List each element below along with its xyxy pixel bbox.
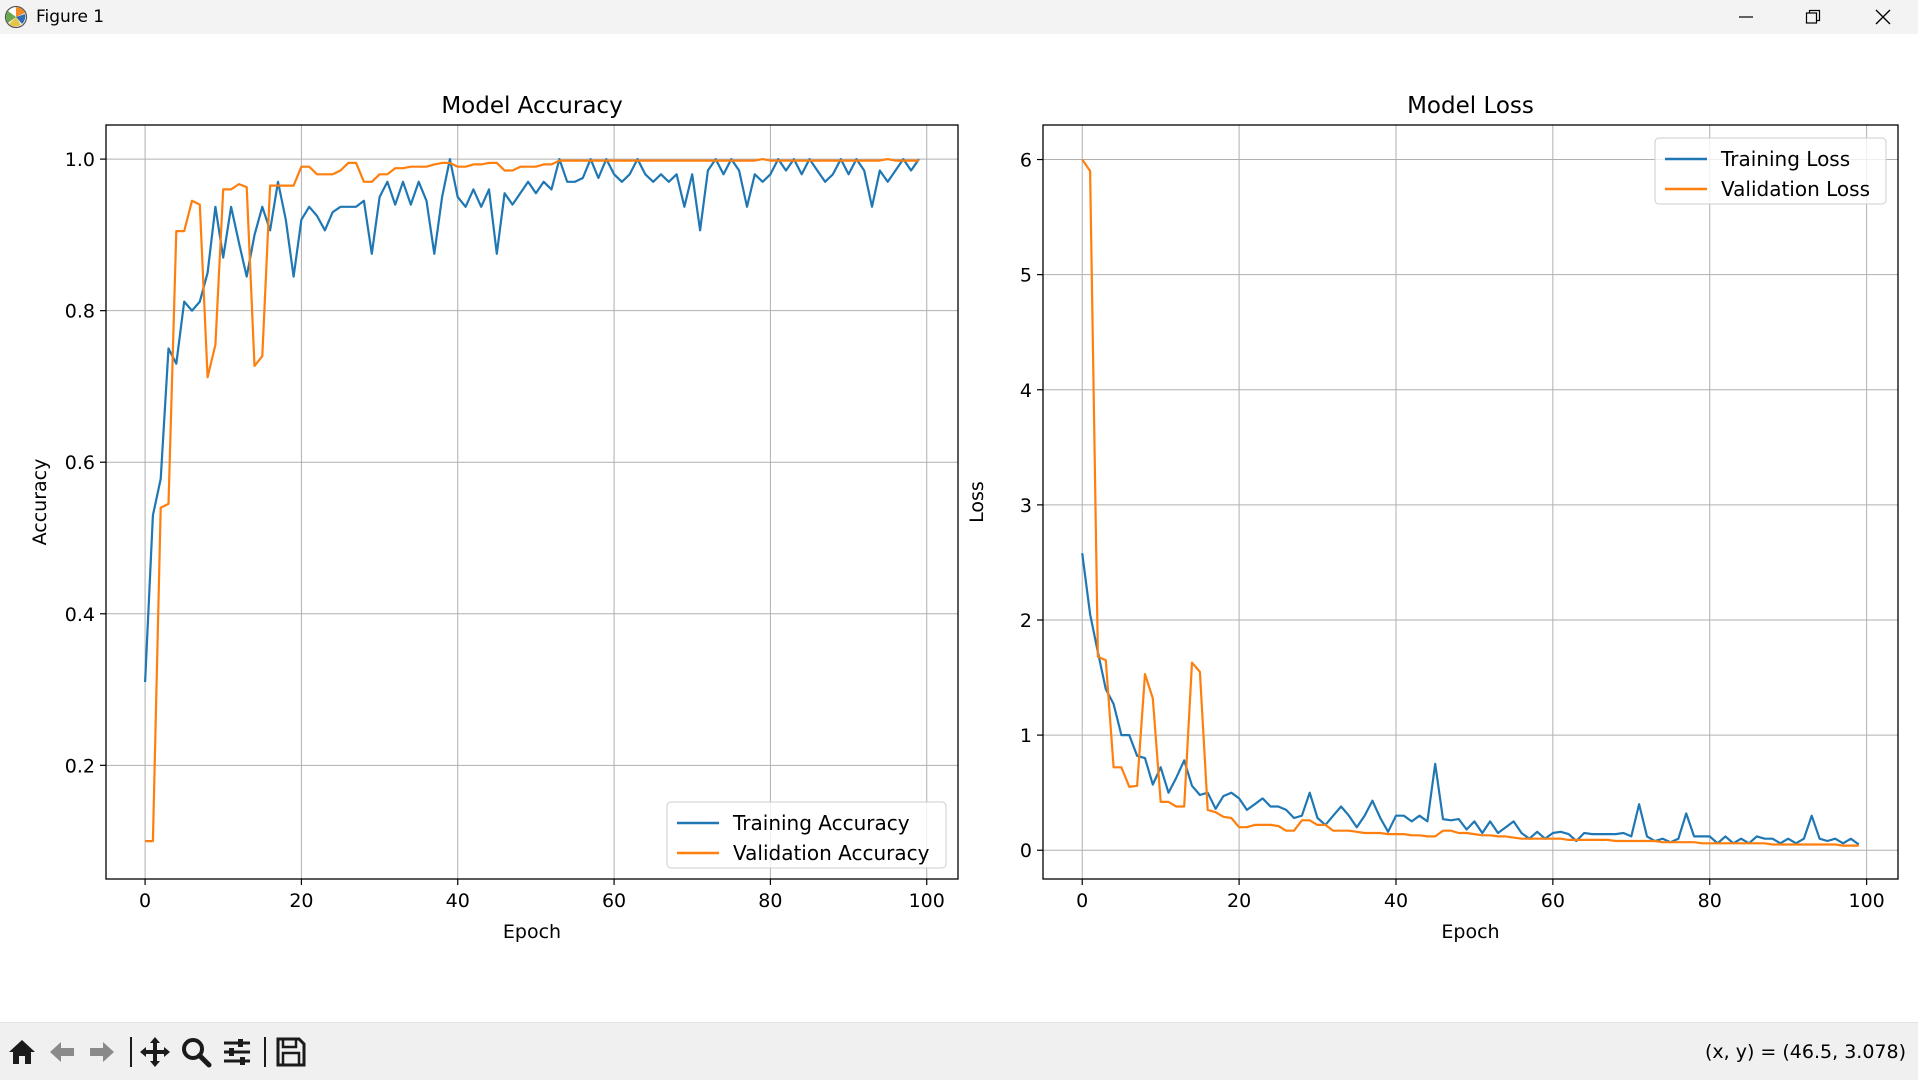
toolbar-separator: [130, 1037, 132, 1067]
legend-frame: [1654, 137, 1887, 205]
restore-icon: [1805, 9, 1821, 24]
home-button[interactable]: [4, 1034, 40, 1070]
chart-title: Model Accuracy: [441, 93, 622, 119]
x-tick-label: 80: [758, 890, 782, 912]
series-line-training: [144, 157, 920, 683]
y-tick-label: 1.0: [65, 149, 95, 171]
minimize-icon: [1739, 16, 1753, 18]
y-axis-label: Loss: [966, 481, 988, 523]
x-tick-label: 40: [446, 890, 470, 912]
forward-arrow-icon: [90, 1042, 114, 1062]
y-tick-label: 0.8: [65, 301, 95, 323]
navigation-toolbar: (x, y) = (46.5, 3.078): [0, 1022, 1918, 1080]
cursor-coordinates: (x, y) = (46.5, 3.078): [1705, 1041, 1906, 1063]
axes-frame: [1042, 124, 1899, 880]
zoom-magnifier-icon: [182, 1038, 212, 1068]
y-tick-label: 4: [1020, 380, 1032, 402]
y-tick-label: 2: [1020, 610, 1032, 632]
configure-subplots-icon: [224, 1039, 250, 1065]
legend-label-validation: Validation Loss: [1721, 177, 1870, 201]
back-arrow-icon: [50, 1042, 74, 1062]
close-icon: [1875, 9, 1891, 25]
y-tick-label: 0.6: [65, 452, 95, 474]
x-axis-label: Epoch: [1441, 921, 1499, 943]
x-tick-label: 60: [1541, 890, 1565, 912]
y-tick-label: 0: [1020, 840, 1032, 862]
series-line-validation: [145, 157, 919, 843]
y-tick-label: 0.4: [65, 604, 95, 626]
home-icon: [9, 1040, 35, 1064]
x-tick-label: 40: [1384, 890, 1408, 912]
pan-move-icon: [140, 1037, 170, 1067]
close-button[interactable]: [1850, 0, 1916, 34]
y-axis-label: Accuracy: [29, 459, 51, 546]
y-tick-label: 3: [1020, 495, 1032, 517]
series-line-training: [1081, 553, 1860, 846]
legend-label-training: Training Loss: [1720, 147, 1850, 171]
restore-button[interactable]: [1780, 0, 1846, 34]
x-tick-label: 100: [1848, 890, 1884, 912]
chart-title: Model Loss: [1407, 93, 1534, 119]
x-tick-label: 80: [1698, 890, 1722, 912]
back-button[interactable]: [44, 1034, 80, 1070]
save-button[interactable]: [273, 1034, 309, 1070]
series-line-validation: [1081, 158, 1859, 847]
pan-button[interactable]: [137, 1034, 173, 1070]
zoom-button[interactable]: [178, 1034, 214, 1070]
figure-canvas[interactable]: 0 20 40 60 80 100 0.2 0.4 0.6 0.8 1.0 Model Accurac…: [0, 34, 1918, 1022]
y-tick-label: 0.2: [65, 755, 95, 777]
y-tick-label: 1: [1020, 725, 1032, 747]
x-tick-label: 0: [1076, 890, 1088, 912]
x-tick-label: 60: [602, 890, 626, 912]
legend: Training Loss Validation Loss: [1654, 137, 1887, 205]
y-tick-label: 5: [1020, 265, 1032, 287]
legend-frame: [666, 801, 947, 869]
window-titlebar: Figure 1: [0, 0, 1918, 34]
x-tick-label: 20: [289, 890, 313, 912]
x-tick-label: 0: [139, 890, 151, 912]
toolbar-separator: [264, 1037, 266, 1067]
save-floppy-icon: [276, 1037, 306, 1067]
configure-subplots-button[interactable]: [219, 1034, 255, 1070]
x-axis-label: Epoch: [503, 921, 561, 943]
window-title: Figure 1: [36, 7, 105, 27]
axes-frame: [105, 124, 959, 880]
x-tick-label: 20: [1227, 890, 1251, 912]
legend-label-validation: Validation Accuracy: [733, 841, 930, 865]
legend: Training Accuracy Validation Accuracy: [666, 801, 947, 869]
legend-label-training: Training Accuracy: [732, 811, 910, 835]
matplotlib-icon: [4, 5, 28, 29]
forward-button[interactable]: [84, 1034, 120, 1070]
x-tick-label: 100: [909, 890, 945, 912]
minimize-button[interactable]: [1713, 0, 1779, 34]
y-tick-label: 6: [1020, 150, 1032, 172]
